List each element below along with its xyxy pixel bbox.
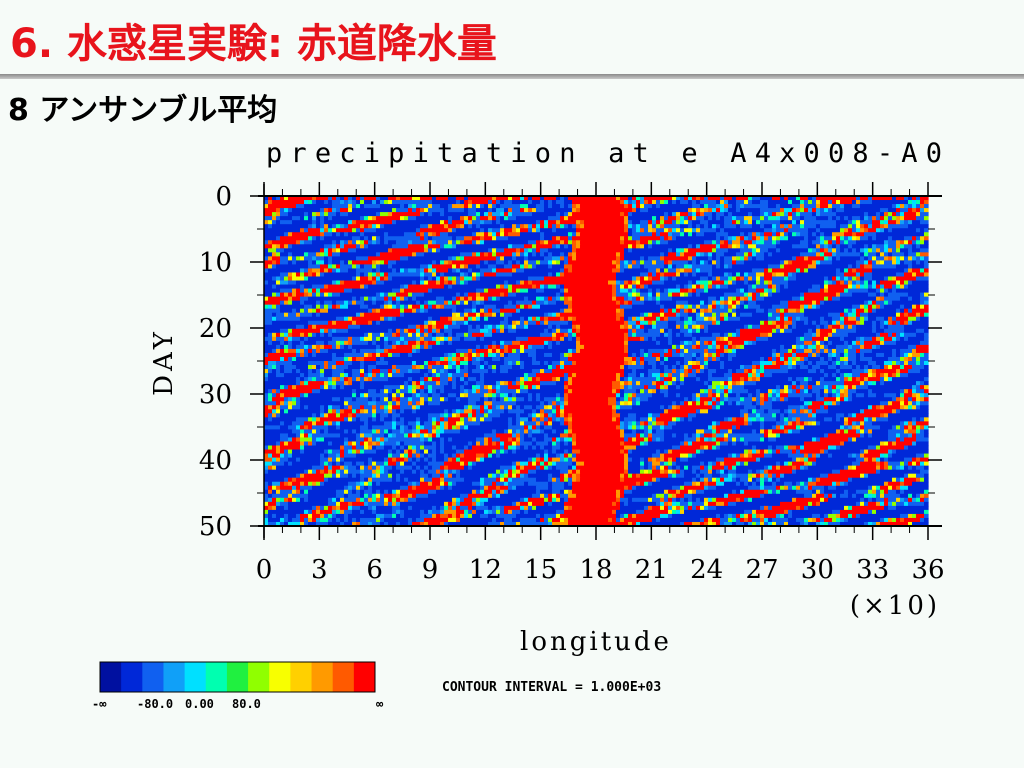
x-tick-label: 27 [745,555,778,585]
colorbar-tick-label: -∞ [92,697,107,711]
colorbar-swatch [163,662,186,692]
x-tick-label: 3 [311,555,328,585]
y-tick-label: 50 [199,512,232,542]
x-tick-label: 15 [524,555,557,585]
x-tick-label: 36 [911,555,944,585]
x-axis-multiplier: (×10) [850,591,940,621]
colorbar-swatch [269,662,291,692]
colorbar-tick-label: 0.00 [185,697,214,711]
x-tick-label: 21 [635,555,668,585]
colorbar: -∞ -80.0 0.00 80.0 ∞ [92,661,384,711]
colorbar-swatch [248,662,270,692]
colorbar-swatch [353,662,376,692]
colorbar-swatch [332,662,355,692]
y-tick-label: 0 [215,182,232,212]
x-axis-label: longitude [520,627,672,657]
x-tick-label: 24 [690,555,723,585]
title-divider [0,74,1024,79]
colorbar-tick-label: ∞ [376,697,384,711]
x-tick-label: 12 [469,555,502,585]
x-tick-label: 9 [422,555,439,585]
x-tick-label: 0 [256,555,273,585]
chart-title: precipitation at e A4x008-A0 [266,138,942,169]
colorbar-swatch [121,662,143,692]
plot-area [264,196,929,527]
colorbar-swatch [205,662,228,692]
colorbar-swatch [290,662,313,692]
colorbar-tick-label: -80.0 [137,697,173,711]
y-tick-label: 40 [199,446,232,476]
colorbar-swatch [184,662,207,692]
colorbar-swatch [100,662,122,692]
colorbar-swatch [311,662,334,692]
x-tick-label: 33 [856,555,889,585]
y-tick-label: 10 [199,248,232,278]
y-axis-label: DAY [149,328,179,396]
contour-interval-label: CONTOUR INTERVAL = 1.000E+03 [442,680,661,695]
slide-title: 6. 水惑星実験: 赤道降水量 [10,21,497,67]
y-tick-label: 30 [199,380,232,410]
x-tick-label: 18 [579,555,612,585]
slide-subtitle: 8 アンサンブル平均 [8,93,278,128]
x-tick-label: 6 [366,555,383,585]
x-tick-label: 30 [801,555,834,585]
colorbar-swatch [226,662,249,692]
colorbar-tick-label: 80.0 [232,697,261,711]
colorbar-swatch [142,662,164,692]
y-tick-label: 20 [199,314,232,344]
